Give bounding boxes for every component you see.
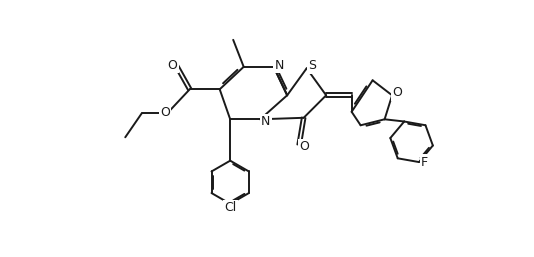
Text: N: N xyxy=(261,115,270,128)
Text: F: F xyxy=(421,155,428,169)
Text: O: O xyxy=(300,140,310,153)
Text: O: O xyxy=(392,86,403,99)
Text: O: O xyxy=(160,106,170,119)
Text: S: S xyxy=(308,59,316,72)
Text: Cl: Cl xyxy=(224,201,237,214)
Text: N: N xyxy=(274,59,284,72)
Text: O: O xyxy=(168,59,178,72)
